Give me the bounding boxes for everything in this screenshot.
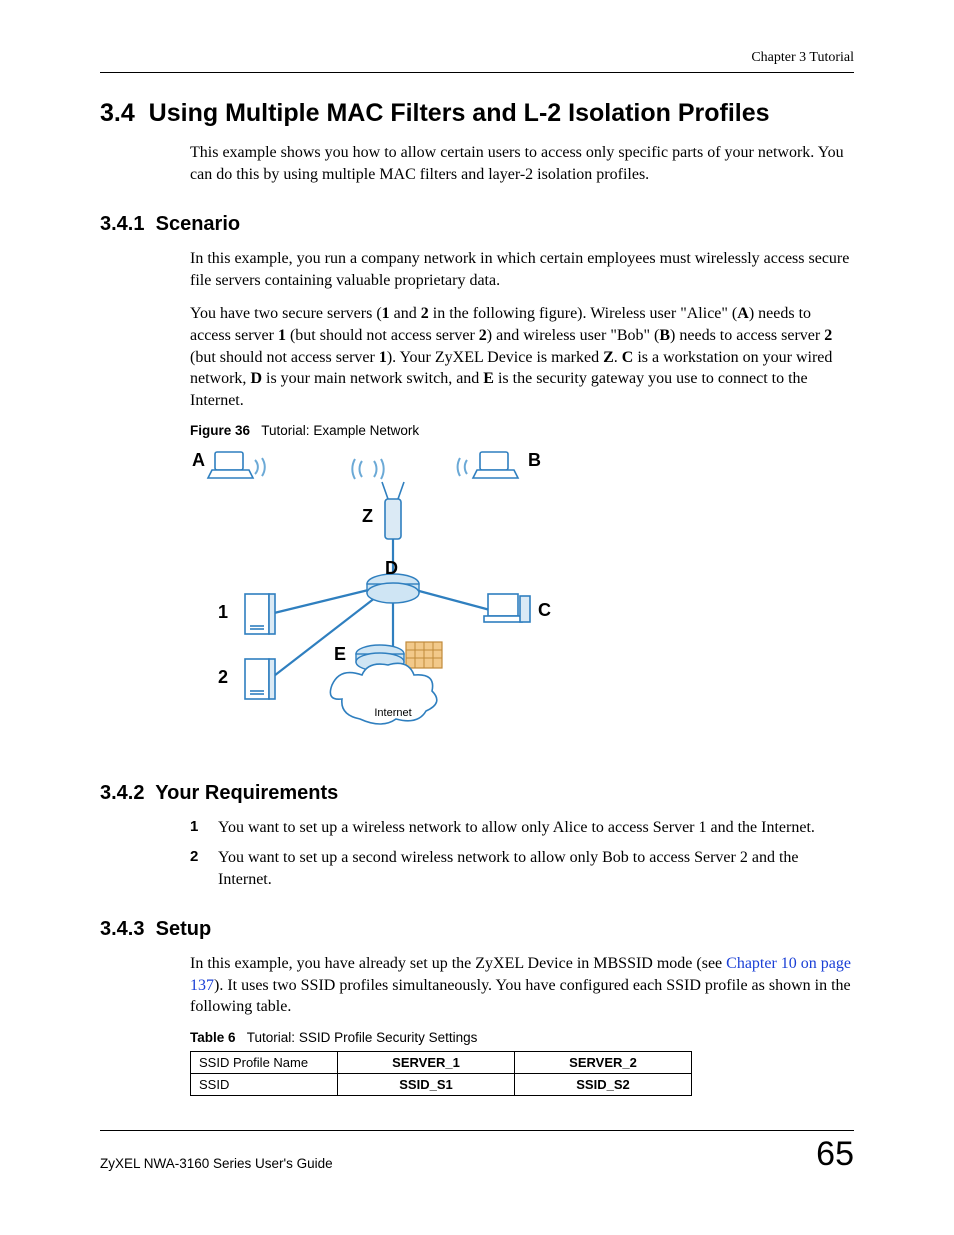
table-cell: SERVER_2	[515, 1051, 692, 1073]
footer-guide: ZyXEL NWA-3160 Series User's Guide	[100, 1156, 333, 1171]
setup-title: Setup	[156, 918, 212, 940]
diagram-label-b: B	[528, 450, 541, 471]
table-cell: SSID_S1	[338, 1073, 515, 1095]
network-diagram: Internet A B Z D C 1 2 E	[190, 444, 560, 754]
diagram-label-c: C	[538, 600, 551, 621]
requirement-item: 1You want to set up a wireless network t…	[190, 817, 854, 839]
footer-page-number: 65	[816, 1137, 854, 1171]
header-rule	[100, 72, 854, 73]
requirements-list: 1You want to set up a wireless network t…	[100, 817, 854, 890]
table-cell: SSID_S2	[515, 1073, 692, 1095]
section-number: 3.4	[100, 99, 135, 127]
diagram-label-1: 1	[218, 602, 228, 623]
setup-heading: 3.4.3 Setup	[100, 918, 854, 941]
setup-number: 3.4.3	[100, 918, 144, 940]
diagram-label-e: E	[334, 644, 346, 665]
diagram-internet-label: Internet	[374, 707, 411, 719]
section-heading: 3.4 Using Multiple MAC Filters and L-2 I…	[100, 99, 854, 128]
page-footer: ZyXEL NWA-3160 Series User's Guide 65	[100, 1130, 854, 1171]
requirements-number: 3.4.2	[100, 782, 144, 804]
diagram-label-2: 2	[218, 667, 228, 688]
table-row: SSID Profile Name SERVER_1 SERVER_2	[191, 1051, 692, 1073]
section-title: Using Multiple MAC Filters and L-2 Isola…	[149, 99, 770, 127]
scenario-heading: 3.4.1 Scenario	[100, 213, 854, 236]
table-row: SSID SSID_S1 SSID_S2	[191, 1073, 692, 1095]
table-rowhdr: SSID Profile Name	[191, 1051, 338, 1073]
scenario-number: 3.4.1	[100, 213, 144, 235]
requirements-title: Your Requirements	[155, 782, 338, 804]
scenario-para2: You have two secure servers (1 and 2 in …	[100, 303, 854, 411]
figure-caption: Figure 36 Tutorial: Example Network	[100, 423, 854, 438]
diagram-svg: Internet	[190, 444, 560, 754]
table-cell: SERVER_1	[338, 1051, 515, 1073]
scenario-title: Scenario	[156, 213, 240, 235]
requirements-heading: 3.4.2 Your Requirements	[100, 782, 854, 805]
table-caption: Table 6 Tutorial: SSID Profile Security …	[100, 1030, 854, 1045]
diagram-label-z: Z	[362, 506, 373, 527]
scenario-para1: In this example, you run a company netwo…	[100, 248, 854, 291]
ssid-table: SSID Profile Name SERVER_1 SERVER_2 SSID…	[190, 1051, 692, 1096]
diagram-label-d: D	[385, 558, 398, 579]
section-intro: This example shows you how to allow cert…	[100, 142, 854, 185]
chapter-header: Chapter 3 Tutorial	[100, 50, 854, 66]
requirement-item: 2You want to set up a second wireless ne…	[190, 847, 854, 890]
table-rowhdr: SSID	[191, 1073, 338, 1095]
setup-para: In this example, you have already set up…	[100, 953, 854, 1018]
diagram-label-a: A	[192, 450, 205, 471]
